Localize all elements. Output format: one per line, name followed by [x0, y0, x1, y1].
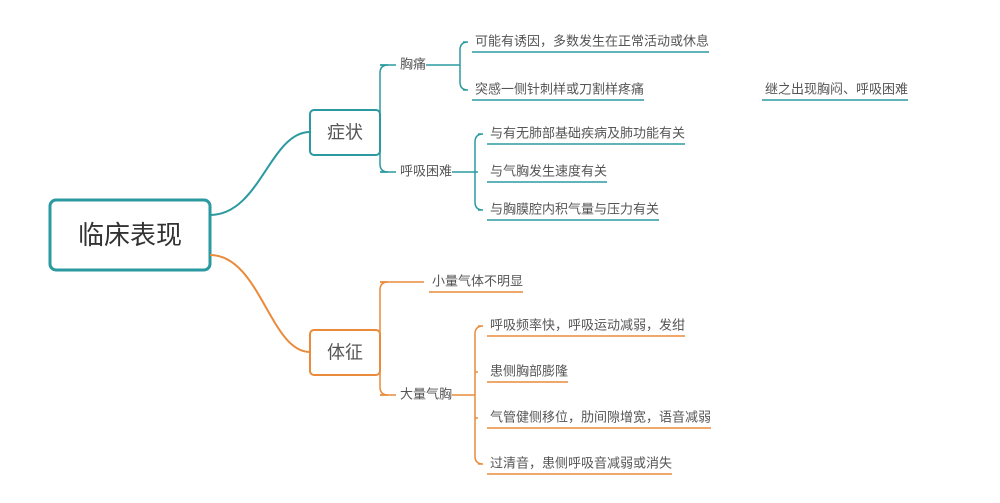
- leaf-dyspnea-0: 与有无肺部基础疾病及肺功能有关: [490, 125, 685, 140]
- sub-chest-pain-label: 胸痛: [400, 56, 426, 71]
- leaf-dyspnea-1: 与气胸发生速度有关: [490, 163, 607, 178]
- node-symptoms-label: 症状: [327, 122, 363, 142]
- leaf-large-pneumo-2: 气管健侧移位，肋间隙增宽，语音减弱: [490, 409, 711, 424]
- leaf-large-pneumo-3: 过清音，患侧呼吸音减弱或消失: [490, 455, 672, 470]
- root-label: 临床表现: [78, 220, 182, 250]
- leaf-chest-pain-1-extra: 继之出现胸闷、呼吸困难: [765, 81, 908, 96]
- sub-large-pneumo-label: 大量气胸: [400, 386, 452, 401]
- node-signs-label: 体征: [327, 342, 363, 362]
- branch-signs: [210, 255, 310, 352]
- leaf-chest-pain-1: 突感一侧针刺样或刀割样疼痛: [475, 81, 644, 96]
- leaf-dyspnea-2: 与胸膜腔内积气量与压力有关: [490, 201, 659, 216]
- leaf-small-amount-0: 小量气体不明显: [432, 273, 523, 288]
- sub-dyspnea-label: 呼吸困难: [400, 163, 452, 178]
- leaf-large-pneumo-0: 呼吸频率快，呼吸运动减弱，发绀: [490, 317, 685, 332]
- mindmap-canvas: 临床表现 症状 胸痛 可能有诱因，多数发生在正常活动或休息突感一侧针刺样或刀割样疼痛 继…: [0, 0, 1000, 503]
- leaf-large-pneumo-1: 患侧胸部膨隆: [490, 363, 568, 378]
- branch-symptoms: [210, 132, 310, 215]
- leaf-chest-pain-0: 可能有诱因，多数发生在正常活动或休息: [475, 33, 709, 48]
